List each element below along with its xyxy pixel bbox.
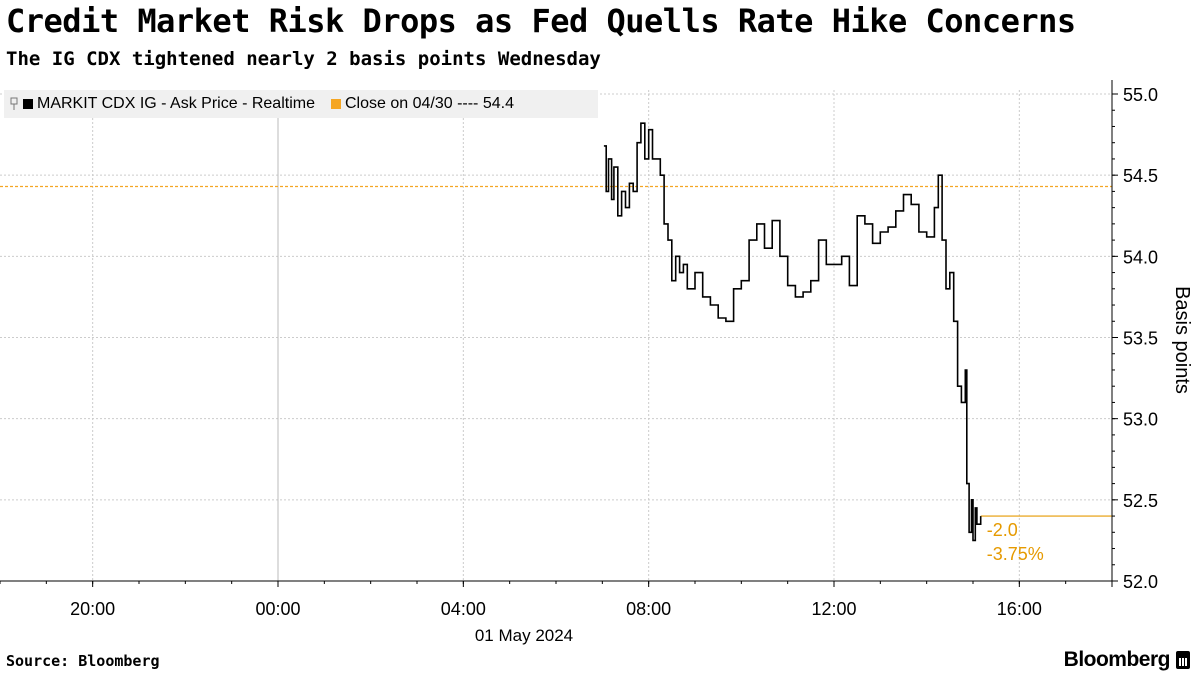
x-tick-label: 04:00 — [441, 599, 486, 619]
legend: MARKIT CDX IG - Ask Price - Realtime Clo… — [4, 90, 598, 118]
x-tick-label: 20:00 — [70, 599, 115, 619]
legend-item-reference: Close on 04/30 ---- 54.4 — [330, 95, 514, 113]
chart-title: Credit Market Risk Drops as Fed Quells R… — [6, 2, 1076, 40]
y-tick-label: 52.0 — [1123, 572, 1158, 592]
grid — [0, 90, 1112, 582]
x-axis-date-label: 01 May 2024 — [475, 626, 573, 645]
bloomberg-chart-icon — [1176, 651, 1190, 669]
chart-subtitle: The IG CDX tightened nearly 2 basis poin… — [6, 48, 601, 70]
legend-swatch-series — [23, 99, 33, 109]
brand-name: Bloomberg — [1063, 648, 1171, 671]
annotation-change-pct: -3.75% — [987, 544, 1044, 564]
series-layer — [603, 122, 982, 542]
legend-item-series: MARKIT CDX IG - Ask Price - Realtime — [23, 95, 315, 113]
series-line — [603, 122, 982, 542]
x-tick-label: 16:00 — [997, 599, 1042, 619]
y-tick-label: 53.0 — [1123, 410, 1158, 430]
y-tick-label: 52.5 — [1123, 491, 1158, 511]
y-axis-label: Basis points — [1171, 286, 1193, 394]
reference-line-layer — [0, 185, 1112, 517]
y-tick-label: 53.5 — [1123, 329, 1158, 349]
legend-label-reference: Close on 04/30 ---- 54.4 — [344, 95, 514, 112]
pin-icon[interactable] — [8, 96, 20, 112]
y-tick-label: 55.0 — [1123, 85, 1158, 105]
legend-swatch-reference — [330, 99, 341, 109]
footer-source: Source: Bloomberg — [6, 652, 160, 670]
y-tick-label: 54.5 — [1123, 166, 1158, 186]
y-tick-label: 54.0 — [1123, 247, 1158, 267]
x-tick-label: 00:00 — [255, 599, 300, 619]
legend-label-series: MARKIT CDX IG - Ask Price - Realtime — [37, 95, 315, 112]
annotation-change: -2.0 — [987, 520, 1018, 540]
x-tick-label: 08:00 — [626, 599, 671, 619]
axes: 55.0 54.5 54.0 53.5 53.0 52.5 52.0 20:00 00:00 04… — [0, 80, 1158, 619]
brand-logo: Bloomberg — [1064, 648, 1190, 672]
x-tick-label: 12:00 — [811, 599, 856, 619]
